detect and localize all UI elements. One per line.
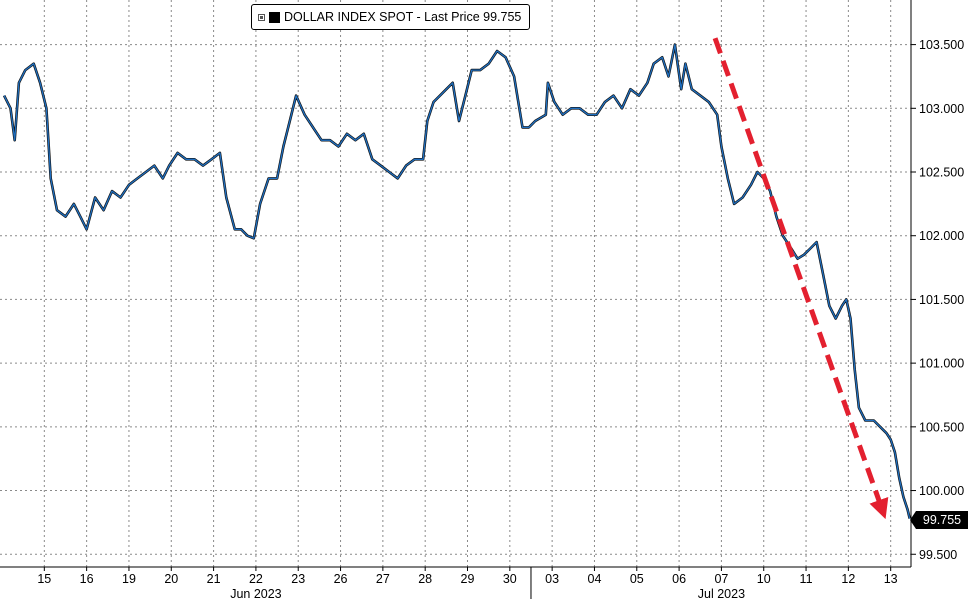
x-tick-label: 04 xyxy=(588,572,602,586)
trend-arrow-line xyxy=(712,37,889,520)
y-tick-label: 100.500 xyxy=(919,420,964,434)
price-line-shadow xyxy=(2,43,911,519)
x-tick-label: 16 xyxy=(80,572,94,586)
month-label: Jul 2023 xyxy=(698,587,745,599)
price-series xyxy=(2,43,911,519)
y-tick-label: 100.000 xyxy=(919,484,964,498)
x-tick-label: 23 xyxy=(291,572,305,586)
x-tick-label: 05 xyxy=(630,572,644,586)
y-tick-label: 102.500 xyxy=(919,166,964,180)
chart-axes xyxy=(0,0,912,599)
legend-swatch-icon xyxy=(269,11,280,23)
x-tick-label: 26 xyxy=(334,572,348,586)
y-tick-label: 101.500 xyxy=(919,293,964,307)
y-axis-ticks: 99.500 100.000 100.500 101.000 101.500 102.00… xyxy=(911,38,964,562)
y-tick-label: 103.000 xyxy=(919,102,964,116)
x-tick-label: 15 xyxy=(37,572,51,586)
y-tick-label: 102.000 xyxy=(919,229,964,243)
x-tick-label: 03 xyxy=(545,572,559,586)
x-tick-label: 20 xyxy=(164,572,178,586)
chart-grid xyxy=(0,0,911,567)
x-tick-label: 06 xyxy=(672,572,686,586)
y-tick-label: 99.500 xyxy=(919,548,957,562)
x-tick-label: 22 xyxy=(249,572,263,586)
x-tick-label: 30 xyxy=(503,572,517,586)
x-tick-label: 13 xyxy=(884,572,898,586)
y-tick-label: 103.500 xyxy=(919,38,964,52)
x-tick-label: 19 xyxy=(122,572,136,586)
last-price-badge: 99.755 xyxy=(910,511,968,529)
x-tick-label: 11 xyxy=(800,572,813,586)
price-line xyxy=(3,43,911,519)
x-tick-label: 27 xyxy=(376,572,390,586)
x-tick-label: 10 xyxy=(757,572,771,586)
x-tick-label: 12 xyxy=(841,572,855,586)
legend-label: DOLLAR INDEX SPOT - Last Price 99.755 xyxy=(284,10,522,24)
x-axis-ticks: 15 16 19 20 21 22 23 26 27 28 29 30 03 04 05 06 07 10 11 12… xyxy=(37,567,898,599)
legend-toggle-icon[interactable] xyxy=(258,13,265,21)
month-label: Jun 2023 xyxy=(230,587,281,599)
chart-legend: DOLLAR INDEX SPOT - Last Price 99.755 xyxy=(251,4,531,30)
x-tick-label: 21 xyxy=(207,572,221,586)
y-tick-label: 101.000 xyxy=(919,357,964,371)
trend-arrow xyxy=(712,37,889,520)
x-tick-label: 07 xyxy=(714,572,728,586)
x-tick-label: 28 xyxy=(418,572,432,586)
x-tick-label: 29 xyxy=(461,572,475,586)
